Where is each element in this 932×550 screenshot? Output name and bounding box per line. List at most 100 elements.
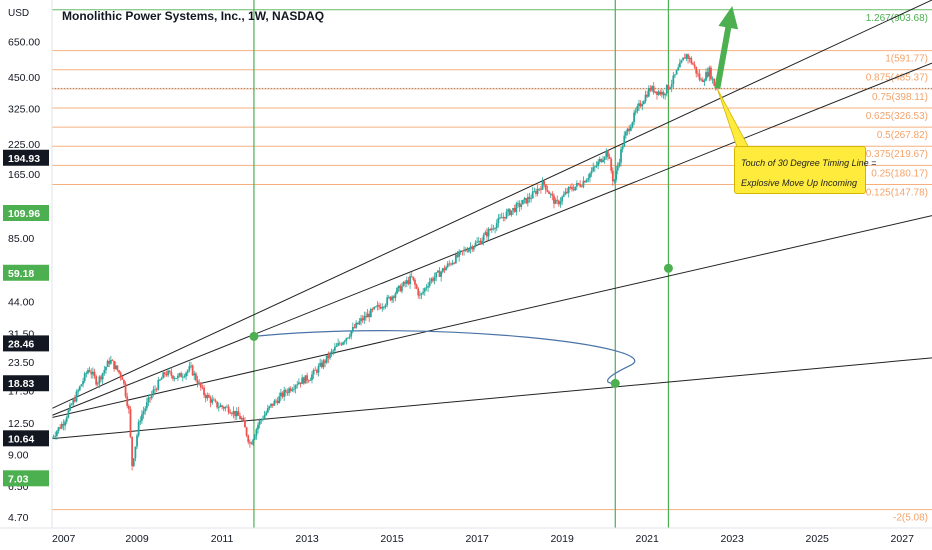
candle-body-15 [75, 391, 78, 402]
candle-body-32 [103, 370, 106, 374]
candle-body-93 [203, 387, 205, 396]
candle-body-231 [428, 281, 431, 286]
candle-body-359 [638, 103, 640, 107]
candle-body-402 [708, 67, 711, 77]
candle-body-194 [368, 313, 371, 318]
candle-body-324 [580, 186, 583, 188]
candle-body-271 [494, 228, 497, 230]
y-tick-15: 4.70 [8, 512, 29, 524]
candle-body-57 [144, 408, 147, 412]
timing-point-2[interactable] [663, 263, 673, 273]
candle-body-208 [391, 296, 393, 301]
candle-body-143 [284, 390, 287, 393]
candle-body-263 [481, 240, 483, 245]
y-tick-13: 9.00 [8, 449, 29, 461]
bullish-arrow [714, 5, 739, 89]
candle-body-224 [417, 288, 420, 296]
candle-body-1 [52, 436, 55, 438]
candle-body-83 [186, 370, 189, 373]
candle-body-349 [621, 146, 624, 150]
candle-body-235 [435, 272, 438, 278]
candle-body-109 [229, 412, 232, 414]
candle-body-287 [520, 204, 523, 207]
candle-body-147 [291, 389, 294, 391]
candle-body-298 [538, 188, 541, 190]
candle-body-312 [561, 196, 564, 202]
candle-body-11 [69, 404, 71, 411]
candle-body-44 [123, 379, 125, 384]
candle-body-370 [656, 91, 658, 95]
candle-body-122 [250, 443, 253, 445]
candle-body-297 [536, 189, 539, 194]
candle-body-337 [602, 159, 604, 163]
candle-body-322 [577, 183, 580, 185]
candle-body-47 [127, 406, 130, 410]
candle-body-191 [363, 315, 366, 321]
candle-body-145 [288, 388, 290, 393]
candle-body-374 [662, 92, 665, 96]
price-badge-label-6: 7.03 [8, 473, 29, 485]
candle-body-389 [687, 54, 689, 59]
candle-body-261 [477, 240, 480, 242]
candle-body-334 [597, 161, 600, 166]
candle-body-106 [224, 406, 227, 409]
candle-body-196 [371, 308, 374, 310]
x-tick-3: 2013 [295, 533, 319, 545]
x-tick-0: 2007 [52, 533, 76, 545]
candle-body-228 [423, 288, 426, 292]
price-badge-label-1: 109.96 [8, 208, 40, 220]
candle-body-342 [610, 158, 613, 171]
fib-label-4: 0.625(326.53) [866, 111, 928, 122]
candle-body-315 [566, 191, 568, 193]
annotation-callout[interactable]: Touch of 30 Degree Timing Line = Explosi… [734, 146, 876, 194]
candle-body-144 [286, 392, 289, 394]
timing-point-1[interactable] [610, 378, 620, 388]
x-tick-10: 2027 [891, 533, 915, 545]
candle-body-282 [512, 207, 514, 211]
candle-body-193 [366, 313, 369, 318]
fib-label-5: 0.5(267.82) [877, 130, 928, 141]
candle-body-98 [211, 399, 214, 403]
candle-body-130 [263, 414, 266, 419]
candle-body-385 [680, 60, 683, 63]
candle-body-190 [361, 318, 364, 321]
candle-body-241 [445, 267, 447, 271]
candle-body-73 [170, 371, 173, 376]
candle-body-34 [106, 360, 109, 368]
candle-body-394 [695, 66, 698, 74]
candle-body-396 [698, 73, 701, 80]
candle-body-171 [330, 351, 333, 353]
candle-body-381 [674, 74, 676, 76]
fib-label-1: 1(591.77) [885, 54, 928, 65]
candle-body-219 [409, 276, 411, 285]
candle-body-74 [172, 375, 174, 379]
candle-body-154 [302, 377, 305, 384]
candle-body-380 [672, 75, 675, 85]
candle-body-56 [142, 411, 145, 415]
candle-body-85 [190, 365, 192, 367]
candle-body-330 [590, 170, 593, 174]
candle-body-76 [175, 378, 178, 379]
candle-body-30 [100, 376, 102, 380]
candle-body-308 [554, 199, 557, 204]
candle-body-267 [487, 229, 490, 237]
timing-point-0[interactable] [249, 331, 259, 341]
candle-body-284 [515, 203, 518, 212]
candle-body-117 [242, 417, 245, 421]
candle-body-265 [484, 232, 487, 236]
candle-body-384 [678, 62, 681, 68]
x-axis-panel[interactable] [0, 528, 932, 550]
candle-body-356 [633, 112, 635, 123]
candle-body-399 [703, 80, 706, 83]
candle-body-22 [87, 370, 89, 374]
candle-body-215 [402, 281, 405, 286]
candle-body-150 [296, 384, 299, 386]
candle-body-68 [162, 372, 165, 379]
plot-area[interactable] [52, 0, 932, 528]
candle-body-132 [266, 408, 269, 413]
candle-body-178 [342, 342, 344, 345]
candle-body-31 [101, 373, 104, 380]
candle-body-13 [72, 399, 75, 405]
